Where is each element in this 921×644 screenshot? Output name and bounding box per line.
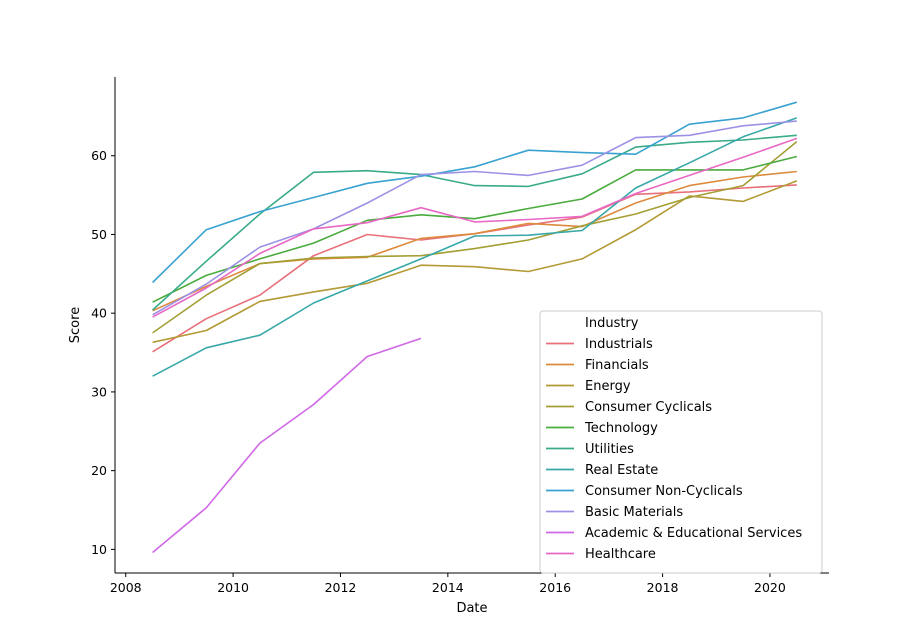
plot-area: [152, 101, 798, 554]
y-axis-label: Score: [68, 307, 83, 343]
series-line-4: [152, 155, 797, 303]
series-line-2: [152, 180, 798, 344]
legend-entry: Real Estate: [585, 463, 658, 478]
legend-entry: Industrials: [585, 337, 653, 352]
x-axis-label: Date: [456, 601, 487, 616]
series-line-10: [152, 137, 798, 318]
y-tick-label: 60: [91, 148, 107, 163]
series-line-9: [152, 337, 422, 554]
x-tick-label: 2020: [754, 580, 786, 595]
legend-box: [539, 310, 823, 574]
series-line-5: [152, 134, 797, 311]
legend-entry: Basic Materials: [585, 505, 683, 520]
y-tick-label: 40: [91, 306, 107, 321]
series-line-7: [152, 101, 798, 284]
legend-entry: Technology: [584, 421, 658, 436]
x-tick-label: 2018: [647, 580, 679, 595]
x-tick-label: 2010: [217, 580, 249, 595]
legend-entry: Utilities: [585, 442, 634, 457]
series-line-8: [152, 120, 797, 316]
x-tick-label: 2012: [325, 580, 357, 595]
x-tick-label: 2016: [539, 580, 571, 595]
legend-entry: Energy: [585, 379, 631, 394]
y-tick-label: 20: [91, 463, 107, 478]
x-tick-label: 2014: [432, 580, 464, 595]
legend-title: Industry: [585, 316, 639, 331]
y-tick-label: 30: [91, 384, 107, 399]
legend-entry: Academic & Educational Services: [585, 526, 802, 541]
y-tick-label: 50: [91, 227, 107, 242]
legend-entry: Healthcare: [585, 547, 656, 562]
series-line-3: [152, 140, 798, 334]
legend-entry: Consumer Non-Cyclicals: [585, 484, 743, 499]
legend: Industry Industrials Financials Energy Cons…: [539, 310, 823, 574]
x-tick-label: 2008: [110, 580, 142, 595]
legend-entry: Financials: [585, 358, 649, 373]
series-line-6: [152, 117, 798, 377]
series-line-1: [152, 170, 797, 312]
legend-entry: Consumer Cyclicals: [585, 400, 712, 415]
y-tick-label: 10: [91, 542, 107, 557]
